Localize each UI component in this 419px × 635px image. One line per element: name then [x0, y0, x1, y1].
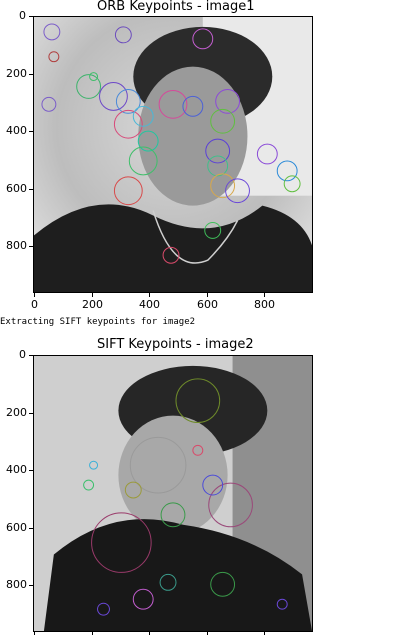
sift-plot-title: SIFT Keypoints - image2 [97, 337, 254, 352]
orb-y-tick-label: 600 [6, 182, 27, 195]
orb-x-tick-label: 600 [197, 298, 218, 311]
orb-y-tick-3 [29, 189, 33, 190]
sift-y-tick-4 [29, 585, 33, 586]
sift-y-tick-2 [29, 470, 33, 471]
orb-x-tick-3 [207, 293, 208, 297]
orb-x-tick-label: 0 [31, 298, 38, 311]
orb-x-tick-label: 800 [254, 298, 275, 311]
orb-y-tick-0 [29, 16, 33, 17]
sift-keypoints-image [34, 356, 312, 631]
orb-y-tick-label: 400 [6, 124, 27, 137]
sift-x-tick-3 [207, 632, 208, 635]
orb-x-tick-1 [92, 293, 93, 297]
orb-plot-title: ORB Keypoints - image1 [97, 0, 255, 14]
orb-x-tick-label: 200 [82, 298, 103, 311]
sift-y-tick-label: 600 [6, 521, 27, 534]
orb-y-tick-4 [29, 246, 33, 247]
console-output-line: Extracting SIFT keypoints for image2 [0, 317, 196, 327]
sift-x-tick-4 [264, 632, 265, 635]
sift-y-tick-label: 400 [6, 463, 27, 476]
orb-y-tick-label: 800 [6, 239, 27, 252]
orb-x-tick-4 [264, 293, 265, 297]
orb-y-tick-1 [29, 74, 33, 75]
orb-y-tick-label: 0 [19, 9, 26, 22]
sift-y-tick-3 [29, 528, 33, 529]
sift-x-tick-2 [149, 632, 150, 635]
orb-x-tick-label: 400 [139, 298, 160, 311]
sift-x-tick-0 [34, 632, 35, 635]
sift-y-tick-label: 0 [19, 348, 26, 361]
orb-y-tick-2 [29, 131, 33, 132]
sift-image-axes [33, 355, 313, 632]
orb-keypoints-image [34, 17, 312, 292]
sift-y-tick-1 [29, 413, 33, 414]
orb-x-tick-0 [34, 293, 35, 297]
orb-x-tick-2 [149, 293, 150, 297]
sift-y-tick-label: 800 [6, 578, 27, 591]
sift-x-tick-1 [92, 632, 93, 635]
sift-y-tick-0 [29, 355, 33, 356]
sift-y-tick-label: 200 [6, 406, 27, 419]
orb-y-tick-label: 200 [6, 67, 27, 80]
orb-image-axes [33, 16, 313, 293]
